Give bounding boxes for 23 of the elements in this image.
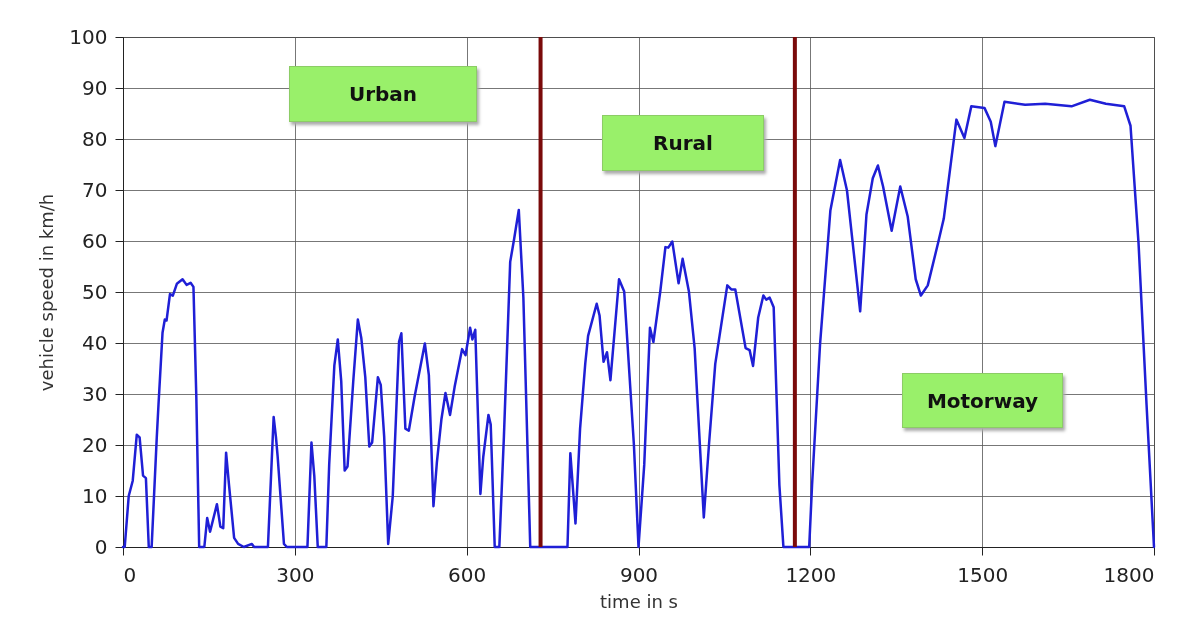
text-box: Motorway	[902, 373, 1063, 428]
y-tick-label: 30	[82, 381, 108, 406]
x-tick-label: 1500	[957, 562, 1009, 587]
y-tick-label: 50	[82, 279, 108, 304]
y-tick-label: 60	[82, 228, 108, 253]
x-tick-label: 0	[123, 562, 137, 587]
y-tick-label: 20	[82, 432, 108, 457]
y-tick-label: 80	[82, 126, 108, 151]
text-box: Rural	[602, 115, 764, 171]
y-tick-label: 90	[82, 75, 108, 100]
y-axis-title: vehicle speed in km/h	[36, 193, 58, 392]
text-box: Urban	[289, 66, 477, 122]
y-tick-label: 40	[82, 330, 108, 355]
x-tick-label: 600	[448, 562, 487, 587]
y-tick-label: 10	[82, 483, 108, 508]
y-tick-label: 0	[94, 534, 108, 559]
y-tick-label: 70	[82, 177, 108, 202]
x-tick-label: 900	[619, 562, 659, 587]
x-axis-title: time in s	[600, 590, 678, 612]
y-tick-label: 100	[69, 24, 108, 49]
x-tick-label: 300	[276, 562, 315, 587]
x-tick-label: 1200	[785, 562, 837, 587]
x-tick-label: 1800	[1103, 562, 1155, 587]
